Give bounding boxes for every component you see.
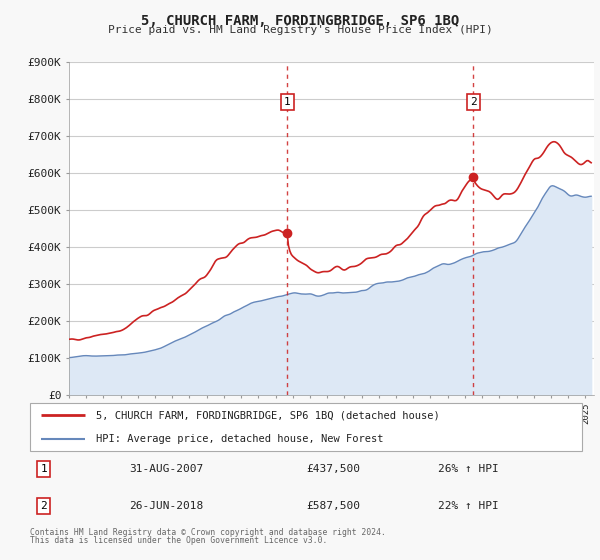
Text: This data is licensed under the Open Government Licence v3.0.: This data is licensed under the Open Gov… (30, 536, 328, 545)
Text: HPI: Average price, detached house, New Forest: HPI: Average price, detached house, New … (96, 434, 384, 444)
Text: 26-JUN-2018: 26-JUN-2018 (130, 501, 203, 511)
Text: 2: 2 (40, 501, 47, 511)
Text: £437,500: £437,500 (306, 464, 360, 474)
Text: 5, CHURCH FARM, FORDINGBRIDGE, SP6 1BQ (detached house): 5, CHURCH FARM, FORDINGBRIDGE, SP6 1BQ (… (96, 410, 440, 420)
Text: £587,500: £587,500 (306, 501, 360, 511)
Text: 26% ↑ HPI: 26% ↑ HPI (439, 464, 499, 474)
Text: 1: 1 (284, 97, 290, 108)
Text: 22% ↑ HPI: 22% ↑ HPI (439, 501, 499, 511)
Text: 5, CHURCH FARM, FORDINGBRIDGE, SP6 1BQ: 5, CHURCH FARM, FORDINGBRIDGE, SP6 1BQ (141, 14, 459, 28)
Text: 1: 1 (40, 464, 47, 474)
Text: Contains HM Land Registry data © Crown copyright and database right 2024.: Contains HM Land Registry data © Crown c… (30, 528, 386, 536)
Text: 31-AUG-2007: 31-AUG-2007 (130, 464, 203, 474)
Text: 2: 2 (470, 97, 476, 108)
Text: Price paid vs. HM Land Registry's House Price Index (HPI): Price paid vs. HM Land Registry's House … (107, 25, 493, 35)
